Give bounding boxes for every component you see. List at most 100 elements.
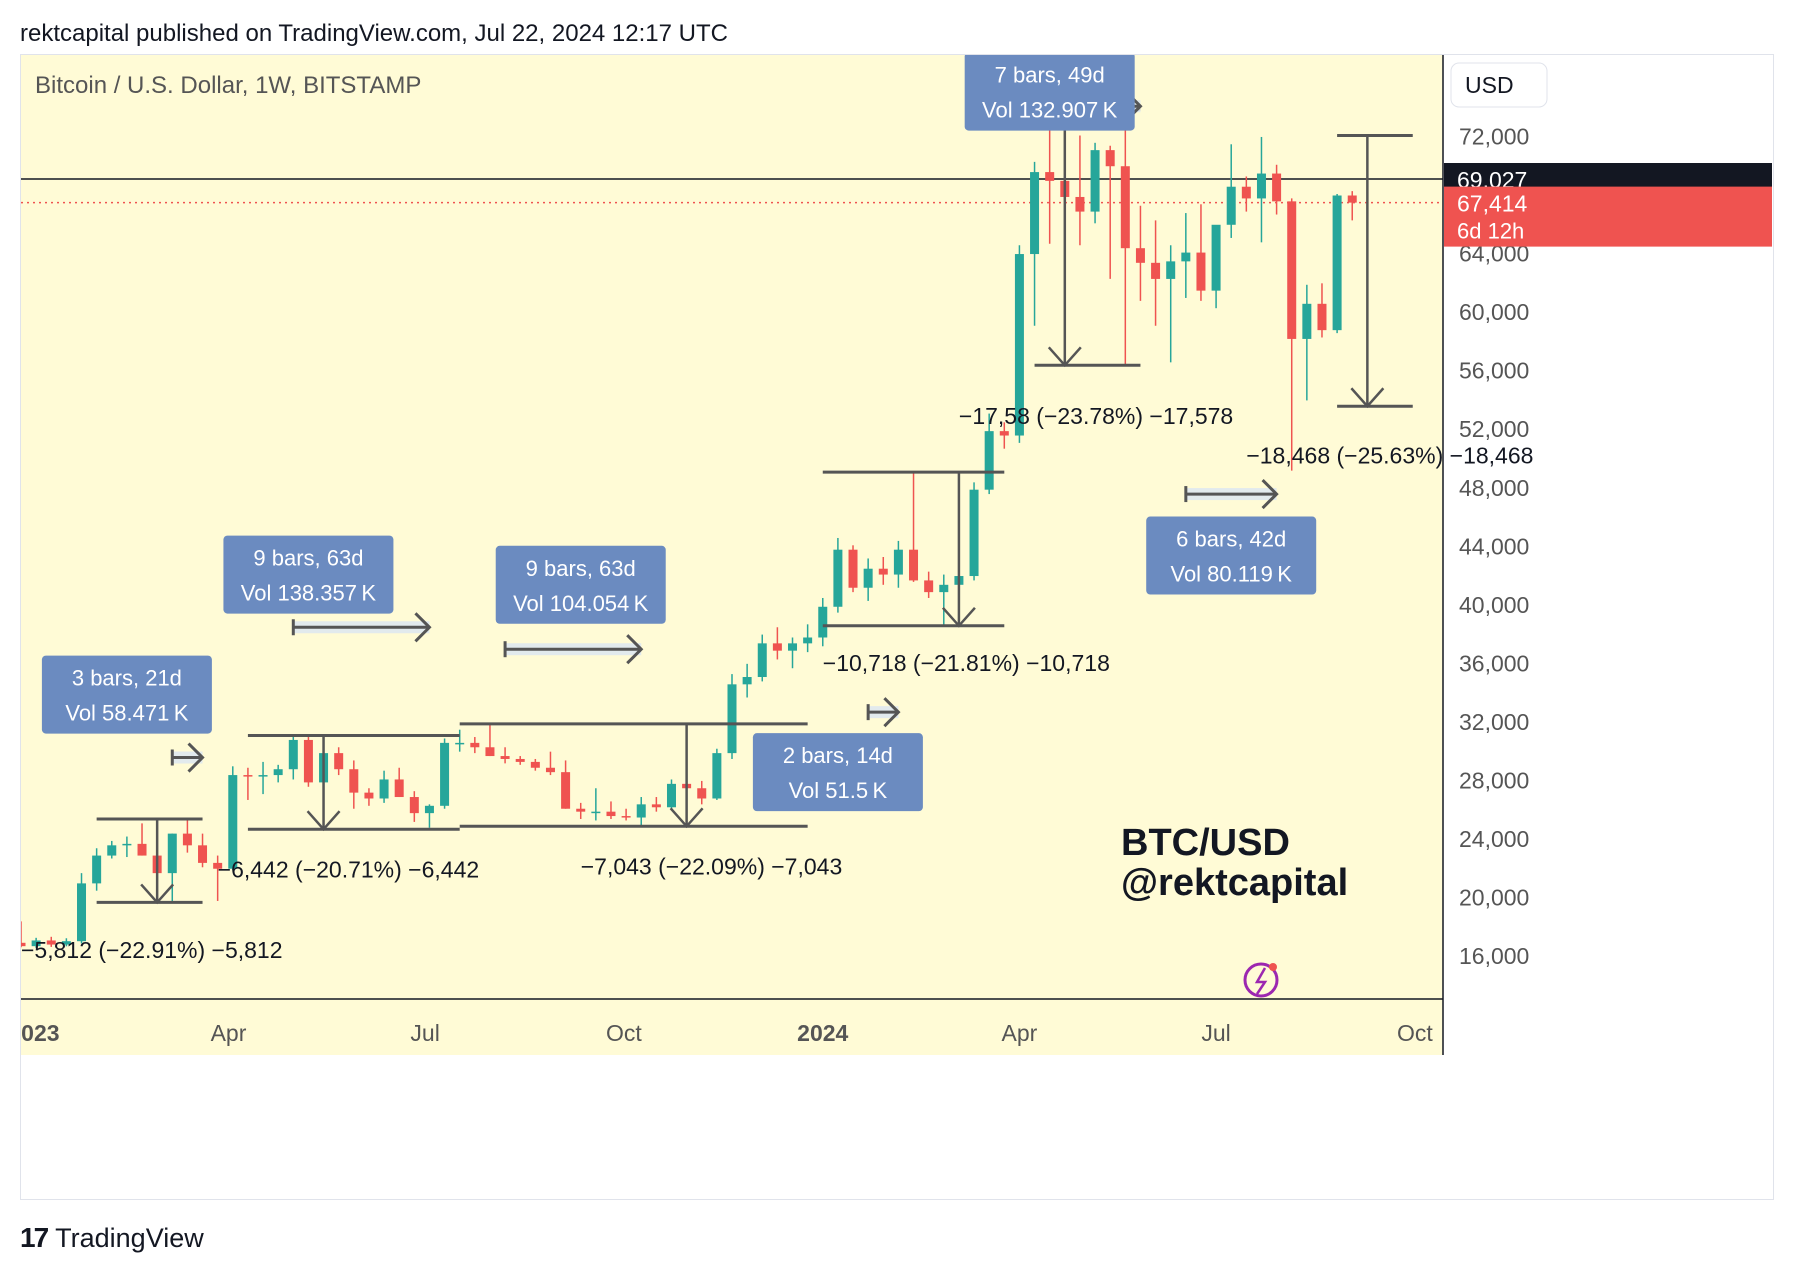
candle-body[interactable] bbox=[243, 775, 253, 777]
candle-body[interactable] bbox=[364, 792, 374, 799]
candle-body[interactable] bbox=[788, 643, 798, 651]
candle-body[interactable] bbox=[167, 833, 177, 874]
candle-body[interactable] bbox=[1151, 262, 1161, 279]
candle-body[interactable] bbox=[455, 742, 465, 745]
candle-body[interactable] bbox=[727, 684, 737, 754]
candle-body[interactable] bbox=[303, 739, 313, 783]
currency-button[interactable]: USD bbox=[1450, 62, 1548, 108]
candle-body[interactable] bbox=[1272, 173, 1282, 202]
range-9-bars-a-arrow-icon bbox=[414, 612, 432, 643]
candle-body[interactable] bbox=[273, 769, 283, 776]
candle-body[interactable] bbox=[772, 643, 782, 651]
candle-body[interactable] bbox=[61, 941, 71, 945]
candle-body[interactable] bbox=[92, 855, 102, 884]
measure-q3-2023-arrow-head-icon bbox=[669, 807, 704, 829]
chart-canvas[interactable]: Bitcoin / U.S. Dollar, 1W, BITSTAMP USD 16… bbox=[21, 55, 1773, 1199]
candle-body[interactable] bbox=[803, 637, 813, 644]
candle-body[interactable] bbox=[1332, 195, 1342, 331]
range-2-bars-info-box bbox=[752, 733, 923, 812]
candle-body[interactable] bbox=[1226, 186, 1236, 225]
candle-body[interactable] bbox=[561, 772, 571, 809]
candle-body[interactable] bbox=[530, 761, 540, 768]
candle-body[interactable] bbox=[485, 747, 495, 757]
candle-body[interactable] bbox=[939, 584, 949, 593]
candle-body[interactable] bbox=[349, 769, 359, 793]
candle-body[interactable] bbox=[470, 742, 480, 748]
candle-body[interactable] bbox=[228, 775, 238, 869]
lightning-badge-icon[interactable] bbox=[1243, 962, 1279, 998]
candle-body[interactable] bbox=[818, 606, 828, 638]
candle-body[interactable] bbox=[1256, 173, 1266, 199]
candle-body[interactable] bbox=[999, 431, 1009, 436]
candle-body[interactable] bbox=[893, 549, 903, 575]
measure-q3-2023-label: −7,043 (−22.09%) −7,043 bbox=[581, 854, 843, 880]
candle-body[interactable] bbox=[848, 549, 858, 588]
candle-body[interactable] bbox=[258, 775, 268, 777]
candle-body[interactable] bbox=[1196, 252, 1206, 291]
candle-body[interactable] bbox=[712, 753, 722, 799]
candle-body[interactable] bbox=[636, 804, 646, 818]
candle-body[interactable] bbox=[500, 756, 510, 759]
candle-body[interactable] bbox=[1105, 150, 1115, 167]
candle-body[interactable] bbox=[545, 767, 555, 773]
candle-body[interactable] bbox=[757, 643, 767, 678]
candle-body[interactable] bbox=[424, 805, 434, 814]
candle-body[interactable] bbox=[1347, 195, 1357, 203]
candle-body[interactable] bbox=[515, 758, 525, 762]
candle-body[interactable] bbox=[909, 549, 919, 581]
range-3-bars-vol-label: Vol 58.471 K bbox=[65, 701, 188, 726]
candle-body[interactable] bbox=[984, 431, 994, 490]
candle-body[interactable] bbox=[1135, 248, 1145, 263]
candle-body[interactable] bbox=[621, 816, 631, 818]
candle-body[interactable] bbox=[924, 580, 934, 593]
candle-body[interactable] bbox=[1287, 201, 1297, 339]
candle-body[interactable] bbox=[1211, 224, 1221, 291]
candle-body[interactable] bbox=[1014, 254, 1024, 436]
candle-body[interactable] bbox=[863, 568, 873, 588]
candle-body[interactable] bbox=[288, 739, 298, 770]
price-tick-label: 40,000 bbox=[1459, 592, 1529, 618]
price-tick-label: 56,000 bbox=[1459, 358, 1529, 384]
candle-body[interactable] bbox=[697, 788, 707, 799]
candle-body[interactable] bbox=[440, 742, 450, 806]
candle-body[interactable] bbox=[31, 940, 41, 947]
candle-body[interactable] bbox=[1030, 172, 1040, 255]
candle-body[interactable] bbox=[969, 489, 979, 577]
candle-body[interactable] bbox=[591, 811, 601, 814]
candle-body[interactable] bbox=[576, 808, 586, 812]
candle-body[interactable] bbox=[878, 568, 888, 575]
chart-frame[interactable]: Bitcoin / U.S. Dollar, 1W, BITSTAMP USD 16… bbox=[20, 54, 1774, 1200]
candle-body[interactable] bbox=[742, 677, 752, 685]
range-9-bars-a-vol-label: Vol 138.357 K bbox=[241, 581, 377, 606]
candle-body[interactable] bbox=[334, 753, 344, 770]
candle-body[interactable] bbox=[198, 845, 208, 863]
price-tick-label: 72,000 bbox=[1459, 123, 1529, 149]
candle-body[interactable] bbox=[1090, 150, 1100, 212]
candle-body[interactable] bbox=[122, 843, 132, 846]
candle-body[interactable] bbox=[1241, 186, 1251, 199]
candle-body[interactable] bbox=[137, 843, 147, 856]
candle-body[interactable] bbox=[666, 783, 676, 808]
measure-q1-2023-label: −5,812 (−22.91%) −5,812 bbox=[21, 937, 283, 963]
candle-body[interactable] bbox=[77, 883, 87, 942]
candle-body[interactable] bbox=[409, 797, 419, 814]
candle-body[interactable] bbox=[1302, 303, 1312, 339]
candle-body[interactable] bbox=[1181, 252, 1191, 262]
watermark-author: @rektcapital bbox=[1121, 862, 1348, 904]
candle-body[interactable] bbox=[21, 942, 26, 947]
candle-body[interactable] bbox=[1166, 261, 1176, 279]
candle-body[interactable] bbox=[833, 549, 843, 607]
candle-body[interactable] bbox=[1045, 172, 1055, 181]
candle-body[interactable] bbox=[46, 940, 56, 945]
candle-body[interactable] bbox=[651, 804, 661, 808]
candle-body[interactable] bbox=[1317, 303, 1327, 331]
candle-body[interactable] bbox=[107, 845, 117, 856]
candle-body[interactable] bbox=[1075, 196, 1085, 212]
candle-body[interactable] bbox=[606, 811, 616, 817]
candle-body[interactable] bbox=[394, 779, 404, 798]
candle-body[interactable] bbox=[379, 779, 389, 799]
candle-body[interactable] bbox=[1120, 166, 1130, 249]
time-tick-label: Apr bbox=[211, 1020, 247, 1046]
candle-body[interactable] bbox=[182, 833, 192, 846]
candle-body[interactable] bbox=[213, 862, 223, 869]
